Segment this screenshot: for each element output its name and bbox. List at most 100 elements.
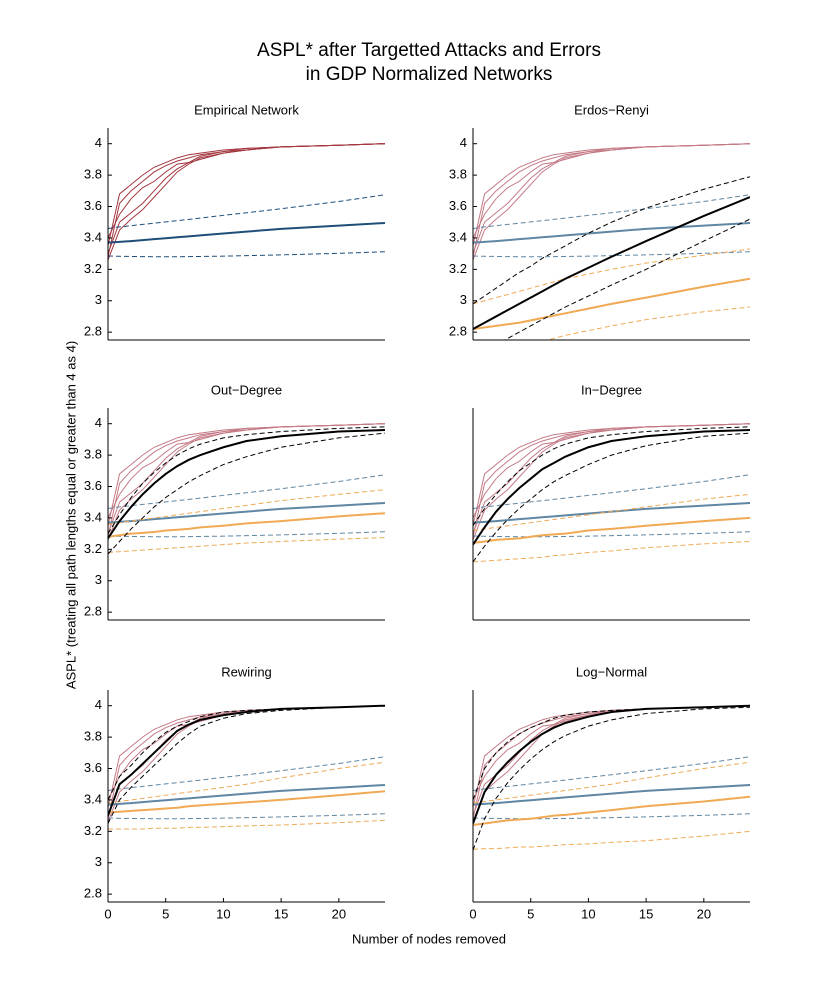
y-tick-label: 3 [95, 572, 102, 587]
series-line [108, 537, 385, 553]
x-axis-label: Number of nodes removed [352, 931, 506, 946]
y-tick-label: 4 [95, 135, 102, 150]
y-tick-label: 4 [95, 415, 102, 430]
y-tick-label: 3.8 [84, 729, 102, 744]
x-tick-label: 10 [581, 906, 595, 921]
panel-title: Out−Degree [211, 382, 282, 397]
series-line [473, 531, 750, 538]
series-line [473, 248, 750, 305]
series-line [473, 813, 750, 820]
series-line [108, 423, 385, 541]
panel: Log−Normal 0 5 10 15 20 [469, 664, 750, 921]
series-line [473, 143, 750, 261]
series-line [108, 251, 385, 258]
y-tick-label: 3 [95, 292, 102, 307]
y-tick-label: 3.6 [449, 198, 467, 213]
series-line [503, 218, 750, 340]
series-line [108, 432, 385, 555]
series-line [473, 706, 750, 851]
y-axis-label: ASPL* (treating all path lengths equal o… [63, 341, 78, 689]
series-line [108, 143, 385, 261]
x-tick-label: 20 [332, 906, 346, 921]
y-tick-label: 3.8 [84, 447, 102, 462]
series-line [473, 426, 750, 527]
series-line [108, 489, 385, 525]
y-tick-label: 3.6 [84, 760, 102, 775]
series-line [473, 516, 750, 545]
series-line [473, 756, 750, 791]
series-line [108, 761, 385, 804]
series-line [108, 705, 385, 824]
y-tick-label: 3 [460, 292, 467, 307]
series-group [473, 143, 750, 340]
y-tick-label: 4 [95, 697, 102, 712]
series-line [108, 784, 385, 806]
x-tick-label: 10 [216, 906, 230, 921]
series-line [473, 705, 750, 801]
series-line [108, 194, 385, 229]
series-line [473, 795, 750, 827]
y-tick-label: 2.8 [84, 886, 102, 901]
series-group [473, 423, 750, 563]
x-tick-label: 15 [274, 906, 288, 921]
y-tick-label: 3.8 [449, 167, 467, 182]
y-tick-label: 4 [460, 135, 467, 150]
panel-title: Erdos−Renyi [574, 102, 649, 117]
y-tick-label: 3.4 [449, 229, 467, 244]
series-group [108, 704, 385, 830]
panel-title: In−Degree [581, 382, 642, 397]
series-line [108, 222, 385, 244]
series-line [473, 502, 750, 524]
y-tick-label: 3.2 [84, 261, 102, 276]
series-line [108, 813, 385, 820]
y-tick-label: 3.2 [84, 823, 102, 838]
y-tick-label: 3.4 [84, 791, 102, 806]
figure-title: in GDP Normalized Networks [306, 64, 553, 85]
series-line [108, 819, 385, 830]
y-tick-label: 3.8 [84, 167, 102, 182]
series-line [473, 428, 750, 546]
series-line [546, 306, 750, 340]
panel: Out−Degree 2.8 3 3.2 3.4 3.6 3.8 4 [84, 382, 385, 621]
y-tick-label: 3.4 [84, 509, 102, 524]
series-group [108, 143, 385, 261]
series-line [473, 194, 750, 229]
panel-title: Log−Normal [576, 664, 647, 679]
y-tick-label: 3.4 [84, 229, 102, 244]
x-tick-label: 5 [162, 906, 169, 921]
series-line [473, 251, 750, 258]
series-line [473, 277, 750, 331]
series-line [473, 761, 750, 804]
y-tick-label: 3.2 [84, 541, 102, 556]
y-tick-label: 3.6 [84, 478, 102, 493]
x-tick-label: 5 [527, 906, 534, 921]
series-line [473, 432, 750, 563]
series-line [108, 512, 385, 538]
x-tick-label: 20 [697, 906, 711, 921]
series-line [108, 426, 385, 534]
y-tick-label: 2.8 [449, 324, 467, 339]
x-tick-label: 0 [104, 906, 111, 921]
series-line [473, 196, 750, 330]
series-line [473, 423, 750, 541]
x-tick-label: 0 [469, 906, 476, 921]
series-group [108, 423, 385, 555]
series-line [108, 531, 385, 538]
y-tick-label: 3 [95, 854, 102, 869]
series-line [473, 176, 750, 305]
panel: Erdos−Renyi 2.8 3 3.2 3.4 3.6 3.8 4 [449, 102, 750, 341]
y-tick-label: 2.8 [84, 604, 102, 619]
series-line [108, 756, 385, 791]
x-tick-label: 15 [639, 906, 653, 921]
series-line [473, 493, 750, 531]
series-line [473, 540, 750, 563]
panel: Rewiring 2.8 3 3.2 3.4 3.6 3.8 4 0 5 10 15 20 [84, 664, 385, 921]
y-tick-label: 3.6 [84, 198, 102, 213]
series-line [108, 790, 385, 814]
panel-title: Empirical Network [194, 102, 299, 117]
series-line [108, 428, 385, 539]
panel: Empirical Network 2.8 3 3.2 3.4 3.6 3.8 4 [84, 102, 385, 341]
series-line [473, 474, 750, 509]
series-line [473, 784, 750, 806]
